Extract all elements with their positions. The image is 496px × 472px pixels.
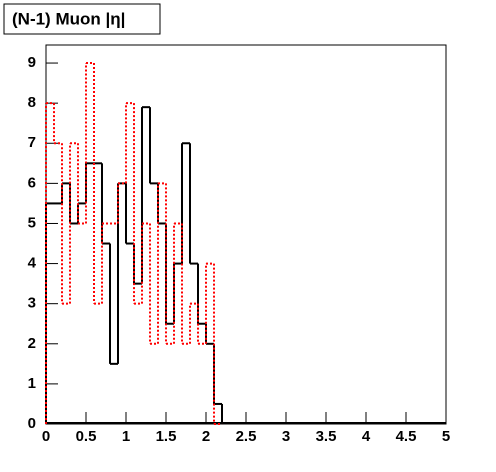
y-tick-label: 1 <box>28 375 36 392</box>
x-tick-label: 0.5 <box>76 428 97 445</box>
y-tick-label: 8 <box>28 94 36 111</box>
y-tick-label: 7 <box>28 134 36 151</box>
y-tick-label: 5 <box>28 214 36 231</box>
y-tick-label: 6 <box>28 174 36 191</box>
title-box <box>3 3 161 35</box>
y-tick-label: 3 <box>28 295 36 312</box>
frame <box>45 44 447 425</box>
x-tick-label: 4 <box>362 428 371 445</box>
x-tick-label: 1 <box>122 428 130 445</box>
x-tick-label: 2.5 <box>236 428 257 445</box>
x-tick-label: 0 <box>42 428 50 445</box>
x-tick-label: 2 <box>202 428 210 445</box>
y-tick-label: 9 <box>28 54 36 71</box>
y-tick-label: 4 <box>28 255 37 272</box>
x-tick-label: 5 <box>442 428 450 445</box>
x-tick-label: 3 <box>282 428 290 445</box>
x-tick-label: 4.5 <box>396 428 417 445</box>
y-tick-label: 0 <box>28 415 36 432</box>
y-tick-label: 2 <box>28 335 36 352</box>
x-tick-label: 1.5 <box>156 428 177 445</box>
chart-title: (N-1) Muon |η| <box>12 9 125 28</box>
x-tick-label: 3.5 <box>316 428 337 445</box>
